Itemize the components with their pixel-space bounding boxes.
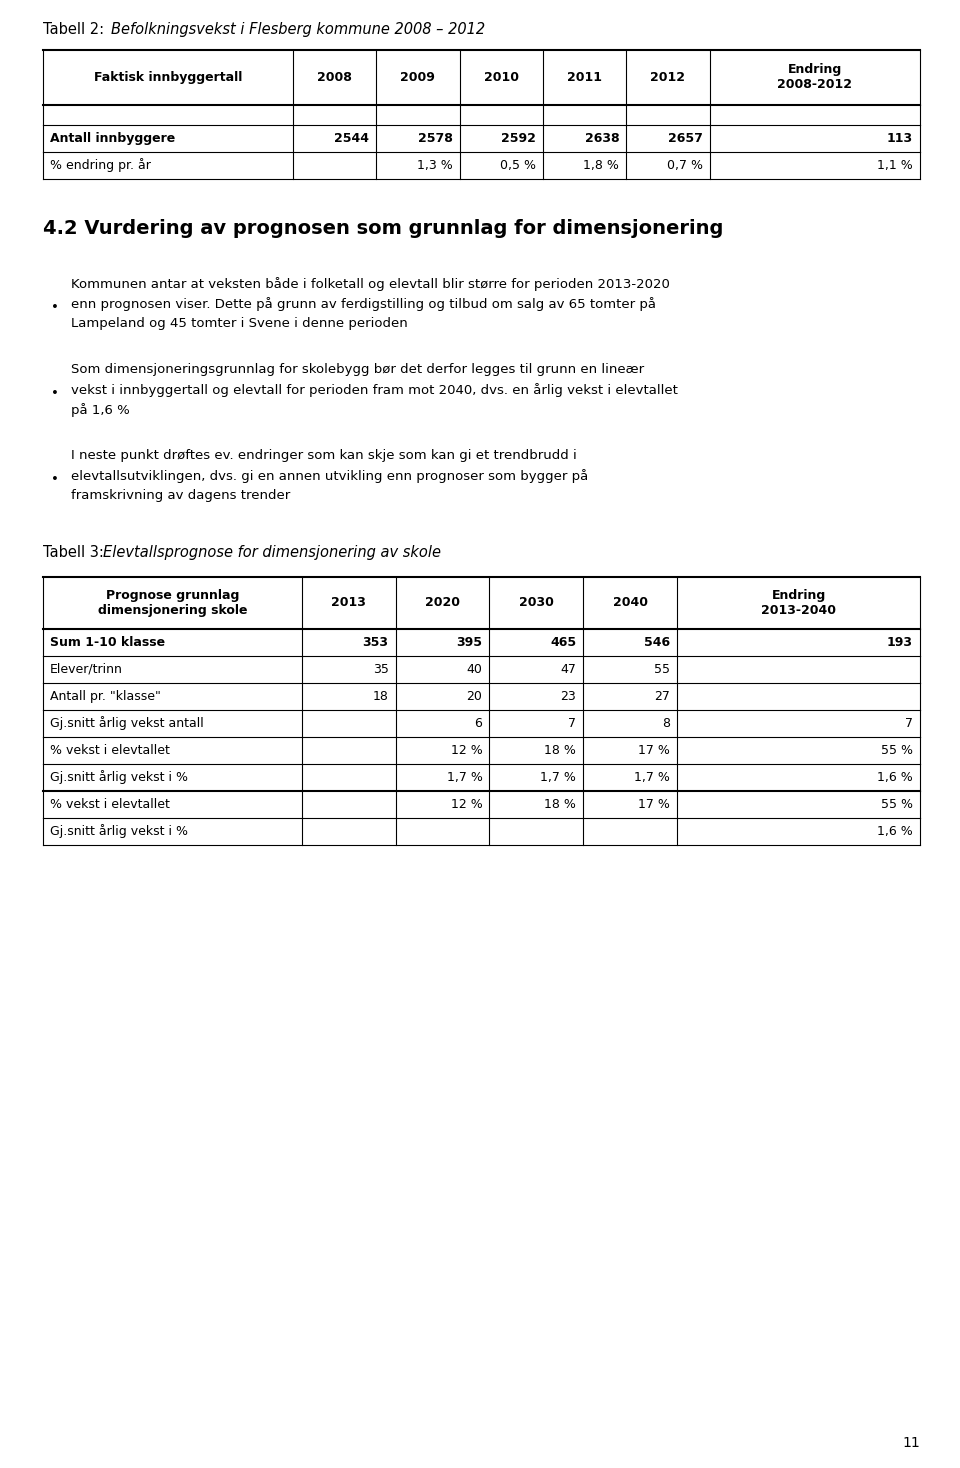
- Text: 2544: 2544: [334, 132, 370, 145]
- Text: 55 %: 55 %: [881, 799, 913, 810]
- Text: vekst i innbyggertall og elevtall for perioden fram mot 2040, dvs. en årlig veks: vekst i innbyggertall og elevtall for pe…: [71, 383, 678, 396]
- Text: 18 %: 18 %: [544, 744, 576, 757]
- Text: 18 %: 18 %: [544, 799, 576, 810]
- Text: 12 %: 12 %: [450, 799, 482, 810]
- Text: 2578: 2578: [418, 132, 452, 145]
- Text: 2009: 2009: [400, 70, 435, 84]
- Text: 2040: 2040: [612, 596, 648, 609]
- Text: Elever/trinn: Elever/trinn: [50, 664, 123, 675]
- Text: 2011: 2011: [567, 70, 602, 84]
- Text: 2012: 2012: [650, 70, 685, 84]
- Text: Elevtallsprognose for dimensjonering av skole: Elevtallsprognose for dimensjonering av …: [103, 545, 441, 559]
- Text: I neste punkt drøftes ev. endringer som kan skje som kan gi et trendbrudd i: I neste punkt drøftes ev. endringer som …: [71, 449, 577, 462]
- Text: 4.2 Vurdering av prognosen som grunnlag for dimensjonering: 4.2 Vurdering av prognosen som grunnlag …: [43, 219, 724, 238]
- Text: 1,7 %: 1,7 %: [446, 771, 482, 784]
- Text: 1,1 %: 1,1 %: [877, 159, 913, 172]
- Text: 353: 353: [363, 636, 389, 649]
- Text: 395: 395: [456, 636, 482, 649]
- Text: 7: 7: [905, 716, 913, 730]
- Text: •: •: [51, 473, 59, 486]
- Text: 546: 546: [644, 636, 670, 649]
- Text: 27: 27: [654, 690, 670, 703]
- Text: Endring
2008-2012: Endring 2008-2012: [778, 63, 852, 91]
- Text: 35: 35: [372, 664, 389, 675]
- Text: 40: 40: [467, 664, 482, 675]
- Text: % vekst i elevtallet: % vekst i elevtallet: [50, 799, 170, 810]
- Text: 1,6 %: 1,6 %: [877, 825, 913, 838]
- Text: 47: 47: [561, 664, 576, 675]
- Text: 7: 7: [568, 716, 576, 730]
- Text: enn prognosen viser. Dette på grunn av ferdigstilling og tilbud om salg av 65 to: enn prognosen viser. Dette på grunn av f…: [71, 297, 656, 311]
- Text: Lampeland og 45 tomter i Svene i denne perioden: Lampeland og 45 tomter i Svene i denne p…: [71, 317, 408, 330]
- Text: Antall innbyggere: Antall innbyggere: [50, 132, 176, 145]
- Text: 11: 11: [902, 1436, 920, 1450]
- Text: 17 %: 17 %: [638, 744, 670, 757]
- Text: 17 %: 17 %: [638, 799, 670, 810]
- Text: 1,7 %: 1,7 %: [540, 771, 576, 784]
- Text: % vekst i elevtallet: % vekst i elevtallet: [50, 744, 170, 757]
- Text: Tabell 2:: Tabell 2:: [43, 22, 108, 37]
- Text: Gj.snitt årlig vekst i %: Gj.snitt årlig vekst i %: [50, 825, 188, 838]
- Text: 12 %: 12 %: [450, 744, 482, 757]
- Text: 2638: 2638: [585, 132, 619, 145]
- Text: Befolkningsvekst i Flesberg kommune 2008 – 2012: Befolkningsvekst i Flesberg kommune 2008…: [111, 22, 485, 37]
- Text: 2013: 2013: [331, 596, 366, 609]
- Text: Faktisk innbyggertall: Faktisk innbyggertall: [94, 70, 242, 84]
- Text: Prognose grunnlag
dimensjonering skole: Prognose grunnlag dimensjonering skole: [98, 589, 247, 617]
- Text: •: •: [51, 301, 59, 314]
- Text: 2030: 2030: [518, 596, 554, 609]
- Text: % endring pr. år: % endring pr. år: [50, 159, 151, 172]
- Text: 1,8 %: 1,8 %: [584, 159, 619, 172]
- Text: Tabell 3:: Tabell 3:: [43, 545, 108, 559]
- Text: 6: 6: [474, 716, 482, 730]
- Text: 8: 8: [662, 716, 670, 730]
- Text: 465: 465: [550, 636, 576, 649]
- Text: 23: 23: [561, 690, 576, 703]
- Text: 2657: 2657: [667, 132, 703, 145]
- Text: 55: 55: [654, 664, 670, 675]
- Text: 55 %: 55 %: [881, 744, 913, 757]
- Text: 113: 113: [887, 132, 913, 145]
- Text: 0,7 %: 0,7 %: [666, 159, 703, 172]
- Text: 0,5 %: 0,5 %: [500, 159, 536, 172]
- Text: 2010: 2010: [484, 70, 518, 84]
- Text: 2008: 2008: [317, 70, 352, 84]
- Text: Gj.snitt årlig vekst antall: Gj.snitt årlig vekst antall: [50, 716, 204, 731]
- Text: 1,6 %: 1,6 %: [877, 771, 913, 784]
- Text: Sum 1-10 klasse: Sum 1-10 klasse: [50, 636, 165, 649]
- Text: på 1,6 %: på 1,6 %: [71, 404, 130, 417]
- Text: framskrivning av dagens trender: framskrivning av dagens trender: [71, 489, 290, 502]
- Text: 1,7 %: 1,7 %: [635, 771, 670, 784]
- Text: Kommunen antar at veksten både i folketall og elevtall blir større for perioden : Kommunen antar at veksten både i folketa…: [71, 277, 670, 291]
- Text: 193: 193: [887, 636, 913, 649]
- Text: Antall pr. "klasse": Antall pr. "klasse": [50, 690, 161, 703]
- Text: 2592: 2592: [501, 132, 536, 145]
- Text: Endring
2013-2040: Endring 2013-2040: [761, 589, 836, 617]
- Text: •: •: [51, 386, 59, 399]
- Text: Som dimensjoneringsgrunnlag for skolebygg bør det derfor legges til grunn en lin: Som dimensjoneringsgrunnlag for skolebyg…: [71, 363, 644, 376]
- Text: 1,3 %: 1,3 %: [417, 159, 452, 172]
- Text: 2020: 2020: [425, 596, 460, 609]
- Text: 20: 20: [467, 690, 482, 703]
- Text: 18: 18: [372, 690, 389, 703]
- Text: Gj.snitt årlig vekst i %: Gj.snitt årlig vekst i %: [50, 771, 188, 784]
- Text: elevtallsutviklingen, dvs. gi en annen utvikling enn prognoser som bygger på: elevtallsutviklingen, dvs. gi en annen u…: [71, 468, 588, 483]
